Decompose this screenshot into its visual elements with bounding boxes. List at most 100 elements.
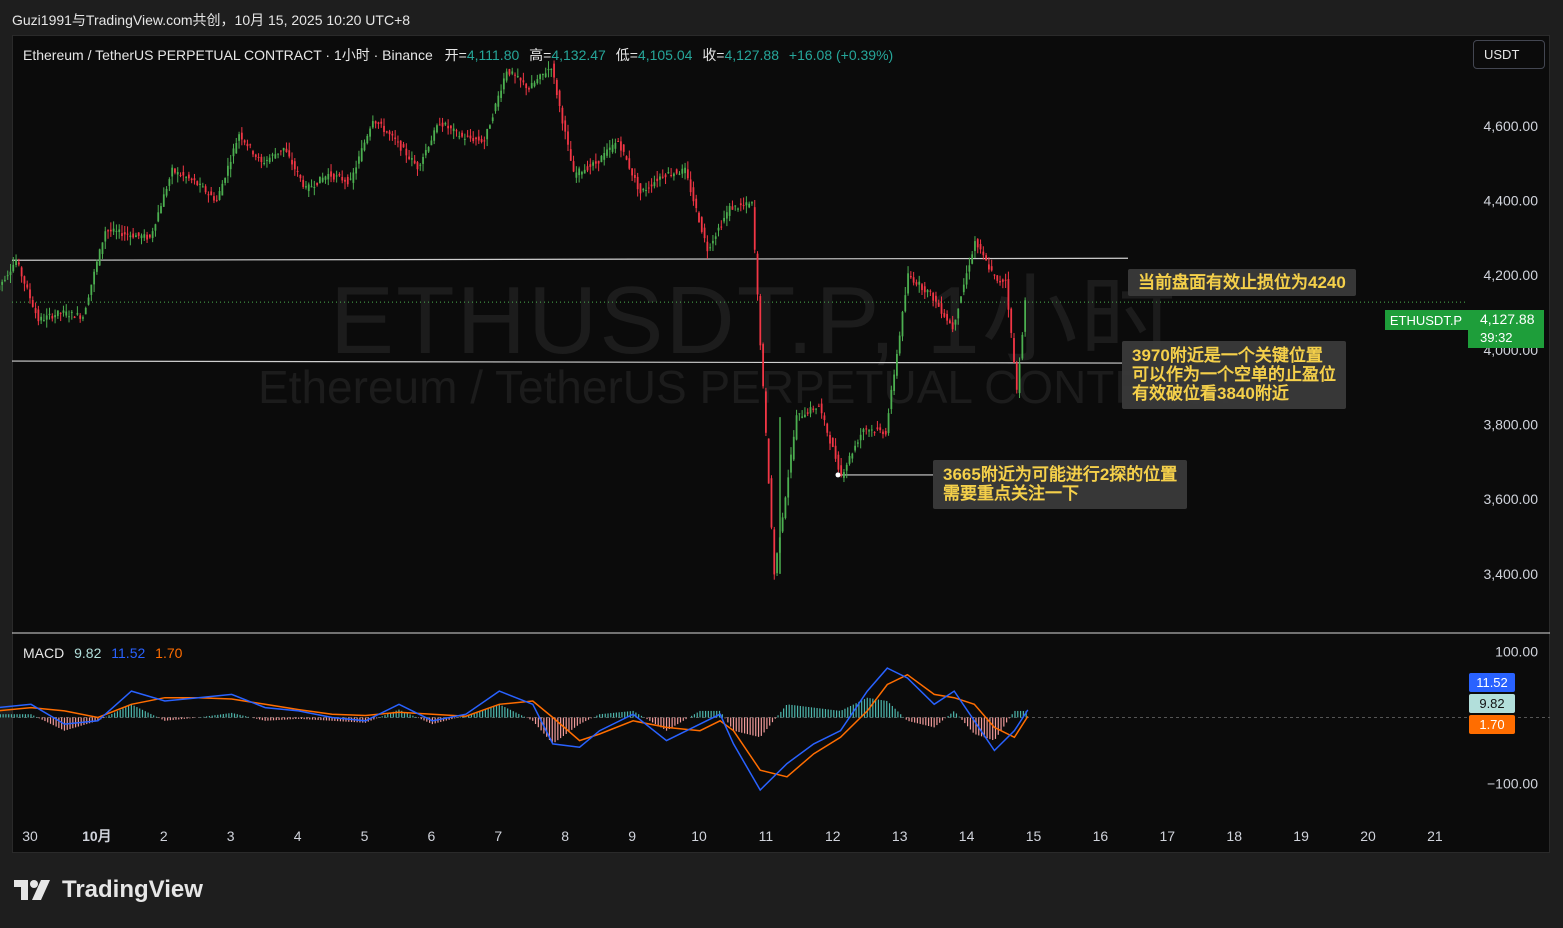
candle-body [862, 429, 865, 433]
tradingview-logo[interactable]: TradingView [14, 876, 203, 904]
candle-body [589, 164, 592, 167]
candle-body [109, 229, 112, 232]
candle-body [528, 88, 530, 90]
candle-body [606, 149, 608, 156]
candle-body [628, 158, 631, 169]
candle-body [355, 167, 358, 174]
candle-body [182, 172, 185, 176]
candle-body [583, 169, 586, 174]
time-axis-label: 8 [561, 828, 569, 844]
candle-body [673, 173, 675, 177]
candle-body [360, 148, 363, 162]
candle-body [388, 131, 391, 135]
candle-body [121, 233, 123, 237]
candle-body [126, 233, 129, 235]
currency-button[interactable]: USDT [1473, 40, 1545, 69]
candle-body [302, 179, 305, 187]
candle-body [157, 212, 160, 222]
candle-body [709, 247, 712, 249]
candle-body [801, 416, 804, 418]
candle-body [463, 138, 466, 140]
macd-signal-line [0, 673, 1029, 778]
candle-body [661, 176, 664, 178]
candle-body [714, 236, 717, 239]
candle-body [59, 312, 62, 314]
candle-body [240, 132, 243, 140]
candle-body [698, 212, 700, 223]
macd-line-tag: 11.52 [1469, 673, 1515, 692]
candle-body [806, 412, 809, 414]
candle-body [62, 310, 65, 313]
candle-body [70, 311, 73, 313]
candle-body [890, 389, 893, 410]
candle-body [851, 453, 854, 459]
candle-body [567, 131, 569, 145]
candle-body [358, 156, 360, 164]
close-value: 4,127.88 [724, 47, 780, 63]
low-value: 4,105.04 [637, 47, 693, 63]
candle-body [865, 428, 868, 430]
candle-body [293, 161, 296, 170]
candle-body [229, 161, 232, 170]
candle-body [215, 199, 218, 201]
candle-body [960, 296, 962, 303]
candle-body [483, 140, 486, 142]
candle-body [9, 271, 12, 276]
candle-body [341, 176, 344, 181]
candle-body [751, 202, 753, 204]
macd-legend: MACD 9.82 11.52 1.70 [23, 645, 182, 661]
macd-hist-tag-text: 9.82 [1479, 696, 1504, 711]
candle-body [232, 148, 235, 157]
candle-body [1018, 364, 1021, 393]
candle-body [859, 434, 862, 441]
candle-body [776, 553, 778, 574]
macd-axis-label: −100.00 [1487, 775, 1538, 791]
low-label: 低= [615, 47, 638, 63]
candle-body [505, 71, 508, 81]
candle-body [243, 140, 246, 143]
candle-body [12, 264, 15, 272]
candle-body [990, 266, 993, 271]
candle-body [904, 295, 907, 312]
candle-body [979, 243, 982, 250]
time-axis-label: 30 [22, 828, 38, 844]
open-label: 开= [444, 47, 467, 63]
time-axis-label: 4 [294, 828, 302, 844]
candle-body [310, 186, 313, 188]
candle-body [68, 316, 70, 318]
candle-body [667, 172, 670, 174]
candle-body [96, 261, 98, 272]
candle-body [433, 130, 436, 141]
candle-body [882, 431, 884, 435]
candle-body [940, 303, 943, 314]
macd-axis-label: 100.00 [1495, 644, 1538, 660]
candle-body [140, 235, 143, 239]
candles-group [0, 60, 1027, 580]
candle-body [717, 227, 720, 231]
price-tag-bg [1468, 310, 1544, 348]
candle-body [447, 125, 450, 129]
candle-body [238, 134, 240, 141]
candle-body [452, 128, 455, 132]
candle-body [511, 71, 514, 74]
candle-body [854, 445, 856, 451]
candle-body [868, 430, 870, 432]
candle-body [330, 171, 332, 177]
candle-body [394, 137, 397, 140]
candle-body [199, 183, 201, 186]
candle-body [550, 69, 553, 71]
candle-body [631, 168, 633, 176]
candle-body [664, 174, 667, 178]
candle-body [982, 251, 985, 256]
candle-body [745, 202, 748, 206]
candle-body [725, 212, 728, 219]
retest-line: 3665附近为可能进行2探的位置 [943, 465, 1178, 484]
candle-body [54, 315, 56, 318]
high-value: 4,132.47 [551, 47, 606, 63]
candle-body [129, 235, 132, 238]
candle-body [812, 408, 815, 410]
candle-body [739, 203, 742, 206]
candle-body [1015, 362, 1018, 390]
candle-body [929, 290, 932, 292]
